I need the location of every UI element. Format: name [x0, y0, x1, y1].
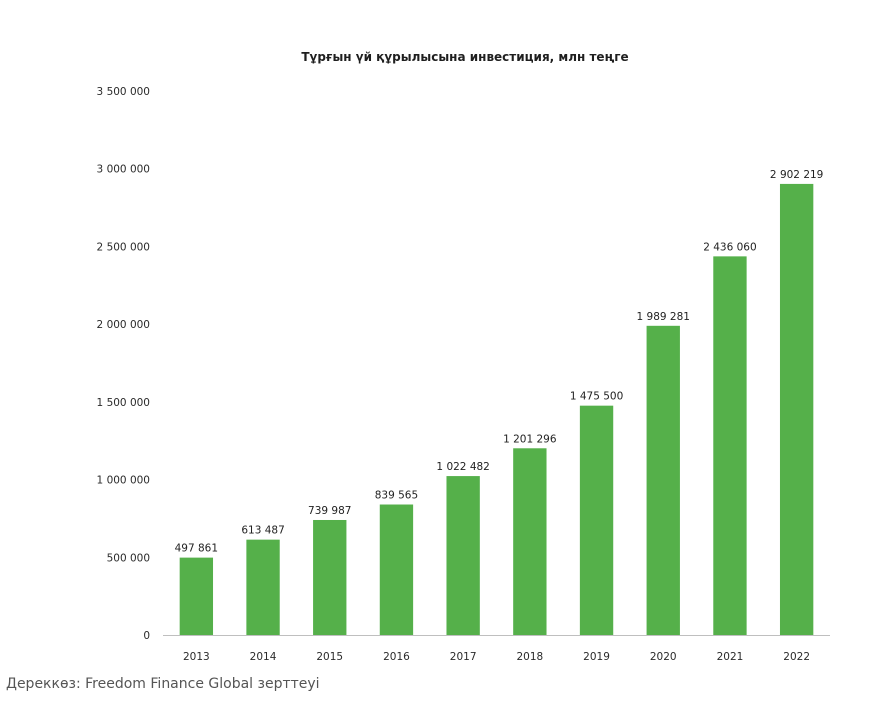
bar: [246, 539, 280, 635]
chart-svg: Тұрғын үй құрылысына инвестиция, млн тең…: [97, 50, 830, 663]
x-tick-label: 2018: [516, 651, 543, 663]
y-axis-ticks: 0 500 000 1 000 000 1 500 000 2 000 000 2 500…: [97, 86, 150, 642]
y-tick-label: 3 000 000: [97, 164, 150, 176]
bar-value-label: 1 475 500: [570, 391, 623, 403]
x-tick-label: 2022: [783, 651, 810, 663]
bar-value-label: 2 902 219: [770, 169, 823, 181]
bar-value-label: 1 989 281: [637, 311, 690, 323]
value-labels-group: 497 861 613 487 739 987 839 565 1 022 482 1 2…: [175, 169, 824, 555]
bar: [779, 183, 814, 636]
y-tick-label: 2 500 000: [97, 241, 150, 253]
bar: [713, 256, 747, 635]
x-tick-label: 2019: [583, 651, 610, 663]
x-tick-label: 2013: [183, 651, 210, 663]
bar: [313, 519, 347, 635]
x-tick-label: 2021: [717, 651, 744, 663]
bar: [446, 476, 480, 635]
x-tick-label: 2016: [383, 651, 410, 663]
x-axis-ticks: 2013 2014 2015 2016 2017 2018 2019 2020 2021 2022: [183, 651, 810, 663]
bar-value-label: 739 987: [308, 505, 351, 517]
bar-value-label: 497 861: [175, 543, 218, 555]
bar: [379, 504, 414, 635]
bar-value-label: 613 487: [241, 525, 284, 537]
bar-value-label: 839 565: [375, 490, 418, 502]
y-tick-label: 500 000: [107, 552, 150, 564]
y-tick-label: 1 500 000: [97, 397, 150, 409]
y-tick-label: 0: [143, 630, 150, 642]
x-tick-label: 2015: [316, 651, 343, 663]
bars-group: [179, 183, 814, 636]
y-tick-label: 3 500 000: [97, 86, 150, 98]
y-tick-label: 1 000 000: [97, 475, 150, 487]
bar: [579, 405, 614, 635]
bar: [646, 325, 680, 635]
bar-value-label: 2 436 060: [703, 241, 756, 253]
x-tick-label: 2020: [650, 651, 677, 663]
x-tick-label: 2017: [450, 651, 477, 663]
chart-title: Тұрғын үй құрылысына инвестиция, млн тең…: [301, 50, 628, 64]
chart-figure: Тұрғын үй құрылысына инвестиция, млн тең…: [97, 50, 830, 663]
x-tick-label: 2014: [250, 651, 277, 663]
bar: [513, 448, 547, 635]
source-note: Дереккөз: Freedom Finance Global зерттеу…: [6, 676, 320, 692]
bar-value-label: 1 201 296: [503, 433, 557, 445]
bar-value-label: 1 022 482: [436, 461, 489, 473]
y-tick-label: 2 000 000: [97, 319, 150, 331]
bar: [179, 557, 214, 635]
